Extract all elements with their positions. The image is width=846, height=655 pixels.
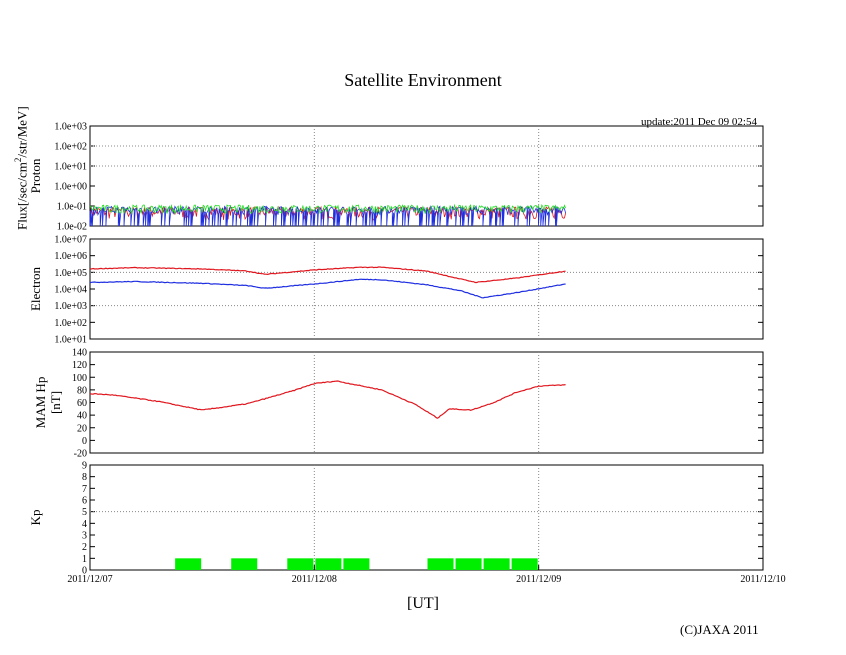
mam-hp-ytick-label: -20 (74, 449, 87, 460)
kp-ytick-label: 9 (82, 461, 87, 472)
mam-hp-axis-label: MAM Hp (33, 377, 48, 429)
proton-ytick-label: 1.0e+01 (54, 162, 87, 173)
update-timestamp: update:2011 Dec 09 02:54 (641, 116, 757, 128)
mam-hp-axis-unit: [nT] (48, 391, 63, 414)
kp-bar (315, 558, 342, 570)
kp-bar (175, 558, 202, 570)
electron-ytick-label: 1.0e+02 (54, 318, 87, 329)
kp-ytick-label: 0 (82, 566, 87, 577)
mam-hp-series-red (89, 380, 566, 419)
mam-hp-ytick-label: 20 (77, 423, 87, 434)
kp-ytick-label: 8 (82, 472, 87, 483)
mam-hp-panel-frame (89, 351, 764, 454)
proton-ytick-label: 1.0e+03 (54, 122, 87, 133)
kp-ytick-label: 5 (82, 507, 87, 518)
proton-ytick-label: 1.0e-01 (57, 202, 87, 213)
electron-ytick-label: 1.0e+04 (54, 285, 87, 296)
proton-series-green (89, 203, 566, 216)
kp-bar (231, 558, 258, 570)
proton-ytick-label: 1.0e+02 (54, 142, 87, 153)
mam-hp-ytick-label: 120 (72, 360, 87, 371)
x-tick-label: 2011/12/09 (516, 574, 561, 585)
proton-axis-label: Proton (28, 158, 43, 193)
kp-ytick-label: 1 (82, 554, 87, 565)
electron-ytick-label: 1.0e+03 (54, 301, 87, 312)
kp-axis-label: Kp (28, 510, 43, 526)
electron-axis-label: Electron (28, 266, 43, 311)
proton-ytick-label: 1.0e-02 (57, 222, 87, 233)
kp-bar (427, 558, 454, 570)
electron-ytick-label: 1.0e+05 (54, 268, 87, 279)
electron-ytick-label: 1.0e+07 (54, 235, 87, 246)
kp-ytick-label: 6 (82, 496, 87, 507)
kp-bar (483, 558, 510, 570)
kp-ytick-label: 4 (82, 519, 87, 530)
proton-ytick-label: 1.0e+00 (54, 182, 87, 193)
mam-hp-ytick-label: 80 (77, 385, 87, 396)
x-axis-label: [UT] (407, 595, 439, 612)
mam-hp-ytick-label: 0 (82, 436, 87, 447)
kp-ytick-label: 2 (82, 542, 87, 553)
mam-hp-ytick-label: 100 (72, 373, 87, 384)
x-tick-label: 2011/12/07 (67, 574, 112, 585)
electron-series-blue (89, 278, 566, 299)
kp-ytick-label: 3 (82, 531, 87, 542)
copyright-text: (C)JAXA 2011 (680, 622, 759, 637)
electron-series-red (89, 266, 566, 284)
proton-series-blue (89, 205, 566, 227)
kp-ytick-label: 7 (82, 484, 87, 495)
electron-ytick-label: 1.0e+06 (54, 251, 87, 262)
kp-bar (343, 558, 370, 570)
chart-title: Satellite Environment (344, 70, 502, 90)
kp-bar (287, 558, 314, 570)
kp-bar (455, 558, 482, 570)
mam-hp-ytick-label: 140 (72, 348, 87, 359)
mam-hp-ytick-label: 40 (77, 411, 87, 422)
kp-panel-frame (89, 464, 764, 571)
x-tick-label: 2011/12/08 (292, 574, 337, 585)
electron-ytick-label: 1.0e+01 (54, 335, 87, 346)
x-tick-label: 2011/12/10 (740, 574, 785, 585)
mam-hp-ytick-label: 60 (77, 398, 87, 409)
kp-bar (511, 558, 538, 570)
electron-panel-frame (89, 238, 764, 340)
